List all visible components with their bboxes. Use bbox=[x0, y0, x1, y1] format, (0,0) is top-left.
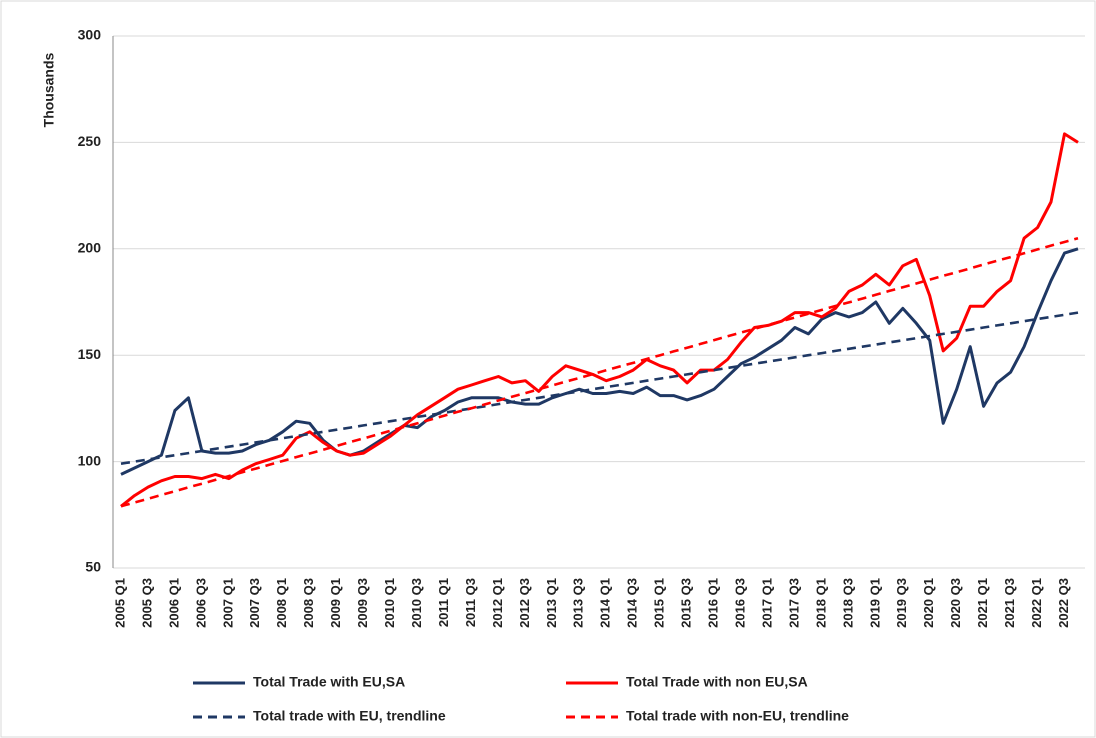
y-tick-label: 200 bbox=[78, 240, 102, 256]
y-tick-label: 150 bbox=[78, 346, 102, 362]
x-tick-label: 2013 Q3 bbox=[571, 578, 586, 628]
x-tick-label: 2018 Q1 bbox=[813, 578, 828, 628]
legend-label: Total Trade with non EU,SA bbox=[626, 674, 808, 690]
x-tick-label: 2008 Q1 bbox=[274, 578, 289, 628]
y-tick-label: 250 bbox=[78, 133, 102, 149]
x-tick-label: 2014 Q1 bbox=[598, 578, 613, 628]
x-tick-label: 2005 Q1 bbox=[112, 578, 127, 628]
x-tick-label: 2019 Q1 bbox=[867, 578, 882, 628]
legend-label: Total Trade with EU,SA bbox=[253, 674, 405, 690]
x-tick-label: 2012 Q3 bbox=[517, 578, 532, 628]
legend-label: Total trade with non-EU, trendline bbox=[626, 708, 849, 724]
x-tick-label: 2013 Q1 bbox=[544, 578, 559, 628]
x-tick-label: 2005 Q3 bbox=[139, 578, 154, 628]
x-tick-label: 2007 Q3 bbox=[247, 578, 262, 628]
series-line bbox=[120, 247, 1079, 476]
x-tick-label: 2021 Q3 bbox=[1002, 578, 1017, 628]
x-tick-label: 2015 Q1 bbox=[652, 578, 667, 628]
x-tick-label: 2017 Q1 bbox=[759, 578, 774, 628]
x-tick-label: 2021 Q1 bbox=[975, 578, 990, 628]
series-line bbox=[120, 236, 1079, 508]
x-tick-label: 2017 Q3 bbox=[786, 578, 801, 628]
x-tick-label: 2015 Q3 bbox=[679, 578, 694, 628]
y-tick-label: 100 bbox=[78, 452, 102, 468]
x-tick-label: 2010 Q3 bbox=[409, 578, 424, 628]
x-tick-label: 2011 Q3 bbox=[463, 578, 478, 627]
x-tick-label: 2019 Q3 bbox=[894, 578, 909, 628]
x-tick-label: 2010 Q1 bbox=[382, 578, 397, 628]
x-tick-label: 2022 Q1 bbox=[1029, 578, 1044, 628]
y-tick-label: 300 bbox=[78, 27, 102, 43]
x-tick-label: 2016 Q1 bbox=[706, 578, 721, 628]
x-tick-label: 2006 Q3 bbox=[193, 578, 208, 628]
x-tick-label: 2006 Q1 bbox=[166, 578, 181, 628]
x-tick-label: 2016 Q3 bbox=[732, 578, 747, 628]
x-tick-label: 2020 Q1 bbox=[921, 578, 936, 628]
x-tick-label: 2009 Q3 bbox=[355, 578, 370, 628]
y-tick-label: 50 bbox=[85, 559, 101, 575]
x-tick-label: 2020 Q3 bbox=[948, 578, 963, 628]
x-tick-label: 2012 Q1 bbox=[490, 578, 505, 628]
x-tick-label: 2022 Q3 bbox=[1056, 578, 1071, 628]
x-tick-label: 2018 Q3 bbox=[840, 578, 855, 628]
legend-label: Total trade with EU, trendline bbox=[253, 708, 446, 724]
series-line bbox=[120, 132, 1079, 508]
x-tick-label: 2014 Q3 bbox=[625, 578, 640, 628]
x-tick-label: 2009 Q1 bbox=[328, 578, 343, 628]
x-tick-label: 2008 Q3 bbox=[301, 578, 316, 628]
x-tick-label: 2007 Q1 bbox=[220, 578, 235, 628]
y-axis-label: Thousands bbox=[41, 52, 57, 127]
series-line bbox=[120, 311, 1079, 465]
x-tick-label: 2011 Q1 bbox=[436, 578, 451, 627]
